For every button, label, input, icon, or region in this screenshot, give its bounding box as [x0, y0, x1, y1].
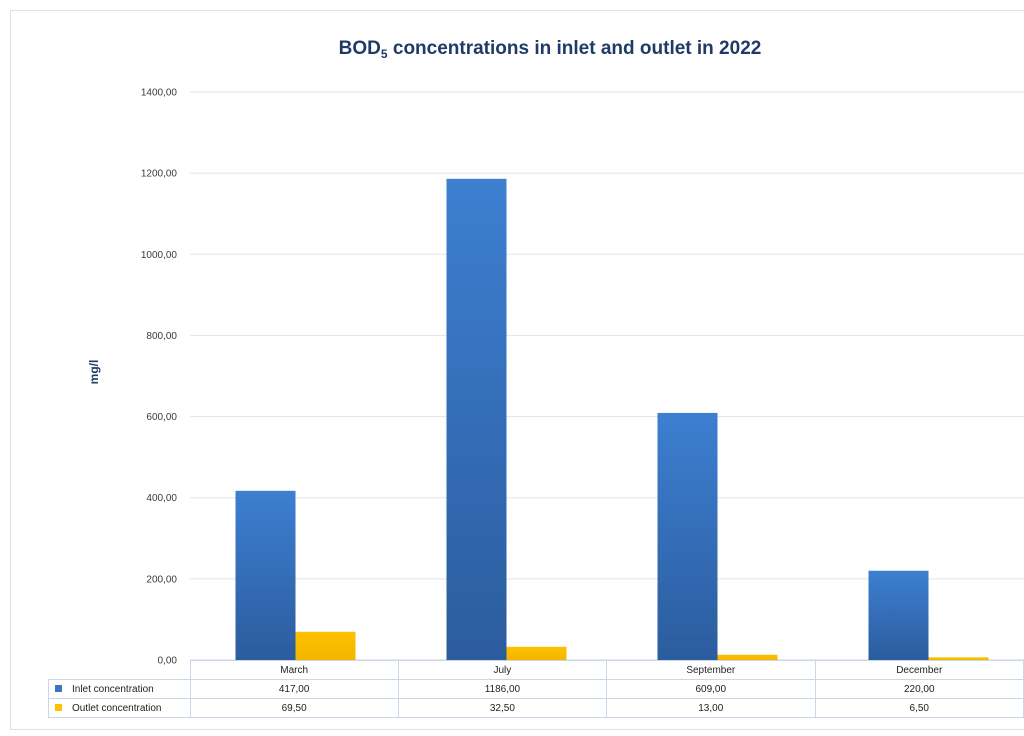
data-table-header: March July September December	[48, 660, 1024, 680]
y-tick-label: 600,00	[146, 412, 177, 423]
bar-outlet-december	[928, 657, 989, 660]
category-label: March	[189, 660, 399, 680]
category-label: December	[814, 660, 1024, 680]
chart-frame	[10, 10, 1024, 730]
data-cell: 220,00	[814, 679, 1024, 699]
bar-inlet-september	[657, 412, 718, 660]
bar-outlet-july	[506, 646, 567, 660]
y-tick-label: 400,00	[146, 493, 177, 504]
data-table-row-inlet: Inlet concentration 417,00 1186,00 609,0…	[48, 679, 1024, 699]
data-cell: 1186,00	[397, 679, 608, 699]
data-cell: 417,00	[189, 679, 399, 699]
data-cell: 6,50	[814, 698, 1024, 718]
bar-inlet-december	[868, 570, 929, 660]
category-label: July	[397, 660, 608, 680]
y-tick-label: 1400,00	[141, 88, 178, 99]
y-tick-label: 1200,00	[141, 169, 178, 180]
legend-entry-outlet: Outlet concentration	[48, 698, 191, 718]
y-tick-label: 800,00	[146, 331, 177, 342]
legend-entry-inlet: Inlet concentration	[48, 679, 191, 699]
data-table-row-outlet: Outlet concentration 69,50 32,50 13,00 6…	[48, 698, 1024, 718]
legend-swatch-outlet	[55, 703, 62, 711]
legend-label: Outlet concentration	[72, 702, 162, 714]
bar-outlet-march	[295, 631, 356, 660]
data-cell: 609,00	[606, 679, 816, 699]
legend-label: Inlet concentration	[72, 683, 154, 695]
chart-title: BOD5 concentrations in inlet and outlet …	[338, 38, 762, 61]
data-cell: 13,00	[606, 698, 816, 718]
data-cell: 69,50	[189, 698, 399, 718]
legend-swatch-inlet	[55, 684, 62, 692]
y-tick-label: 1000,00	[141, 250, 178, 261]
data-table: March July September December Inlet conc…	[48, 660, 1024, 718]
category-label: September	[606, 660, 816, 680]
bar-outlet-september	[717, 654, 778, 660]
y-tick-label: 200,00	[146, 574, 177, 585]
bar-inlet-july	[446, 178, 507, 660]
data-cell: 32,50	[397, 698, 608, 718]
bar-inlet-march	[235, 490, 296, 660]
